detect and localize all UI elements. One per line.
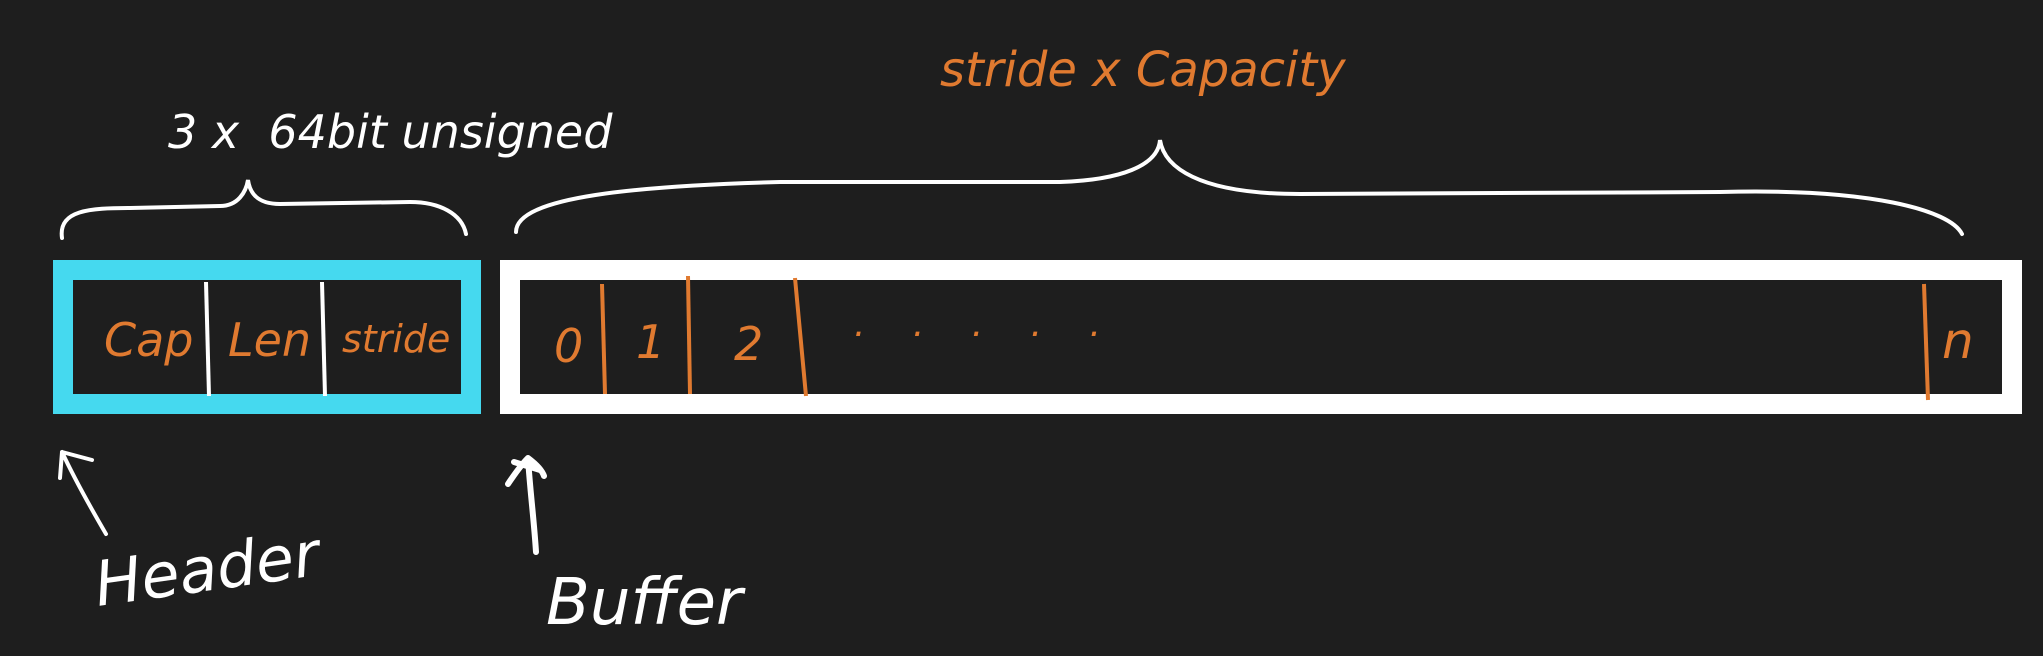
header-box <box>53 260 481 414</box>
buffer-slot-n: n <box>1942 312 1974 370</box>
header-size-label: 3 x 64bit unsigned <box>168 105 613 159</box>
buffer-slot-0: 0 <box>554 319 583 373</box>
buffer-divider-1 <box>600 283 607 395</box>
buffer-brace <box>514 139 1964 236</box>
buffer-ellipsis: . . . . . <box>854 304 1119 345</box>
header-divider-2 <box>320 281 327 397</box>
buffer-size-label: stride x Capacity <box>940 42 1346 98</box>
header-field-stride: stride <box>342 317 450 361</box>
header-brace <box>59 179 468 240</box>
buffer-divider-3 <box>793 277 808 397</box>
header-divider-1 <box>204 281 211 397</box>
header-pointer-arrow <box>58 450 108 536</box>
buffer-pointer-arrow <box>505 455 547 555</box>
buffer-box <box>500 260 2022 414</box>
header-field-cap: Cap <box>104 313 194 367</box>
buffer-divider-n <box>1922 283 1930 401</box>
buffer-pointer-label: Buffer <box>546 566 746 640</box>
buffer-slot-2: 2 <box>734 317 763 371</box>
buffer-divider-2 <box>686 275 692 395</box>
buffer-slot-1: 1 <box>636 315 665 369</box>
header-field-len: Len <box>228 313 311 367</box>
